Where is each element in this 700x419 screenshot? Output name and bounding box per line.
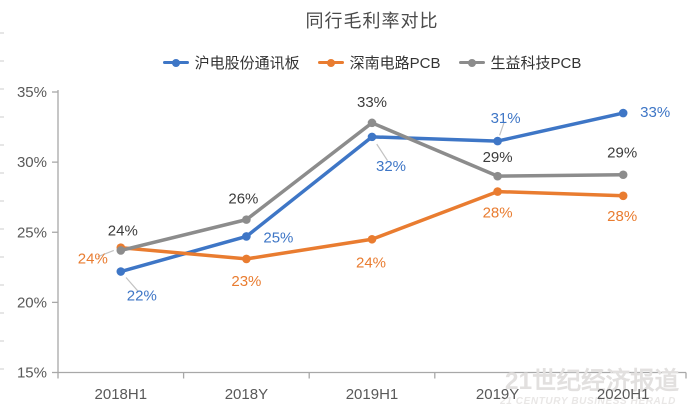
legend-line-dot-icon bbox=[162, 58, 189, 67]
data-point bbox=[367, 118, 377, 128]
y-tick-label: 20% bbox=[17, 294, 47, 311]
data-label: 33% bbox=[640, 104, 670, 121]
data-label: 33% bbox=[357, 94, 387, 111]
legend-label: 深南电路PCB bbox=[349, 55, 441, 72]
legend-line-dot-icon bbox=[317, 58, 344, 67]
x-category-label: 2020H1 bbox=[597, 386, 650, 403]
data-point bbox=[242, 232, 251, 241]
data-point bbox=[618, 191, 628, 201]
legend-label: 沪电股份通讯板 bbox=[194, 55, 300, 72]
label-leader-line bbox=[97, 249, 115, 258]
legend-item-shennan: 深南电路PCB bbox=[317, 52, 441, 73]
label-leader-line bbox=[376, 143, 389, 161]
x-category-label: 2019Y bbox=[476, 386, 519, 403]
legend-line-dot-icon bbox=[458, 58, 485, 67]
x-category-label: 2018H1 bbox=[95, 386, 148, 403]
data-label: 29% bbox=[607, 145, 637, 162]
data-point bbox=[493, 187, 502, 196]
legend-label: 生益科技PCB bbox=[490, 55, 582, 72]
series-line-2 bbox=[119, 121, 625, 253]
data-point bbox=[242, 254, 251, 264]
data-label: 28% bbox=[607, 208, 637, 225]
data-point bbox=[367, 234, 377, 244]
legend-item-shengyi: 生益科技PCB bbox=[458, 52, 582, 73]
data-point bbox=[493, 171, 502, 181]
x-category-label: 2018Y bbox=[225, 386, 268, 403]
data-point bbox=[242, 215, 251, 224]
data-point bbox=[116, 267, 126, 276]
legend-item-hudian: 沪电股份通讯板 bbox=[162, 52, 300, 73]
data-label: 26% bbox=[228, 191, 258, 208]
data-label: 25% bbox=[263, 229, 293, 246]
data-point bbox=[618, 108, 628, 118]
data-label: 29% bbox=[483, 149, 513, 166]
data-point bbox=[367, 132, 377, 142]
data-point bbox=[493, 136, 502, 146]
legend: 沪电股份通讯板 深南电路PCB 生益科技PCB bbox=[58, 52, 686, 73]
watermark-en: 21 CENTURY BUSINESS HERALD bbox=[499, 396, 676, 407]
data-label: 24% bbox=[78, 251, 108, 268]
y-tick-label: 30% bbox=[17, 154, 47, 171]
data-label: 24% bbox=[108, 222, 138, 239]
label-leader-line bbox=[125, 277, 139, 292]
data-label: 31% bbox=[491, 110, 521, 127]
y-tick-label: 35% bbox=[17, 84, 47, 101]
watermark-cn: 21世纪经济报道 bbox=[505, 366, 680, 395]
y-tick-label: 15% bbox=[17, 365, 47, 382]
data-label: 22% bbox=[127, 288, 157, 305]
data-label: 32% bbox=[376, 158, 406, 175]
x-category-label: 2019H1 bbox=[346, 386, 399, 403]
data-point bbox=[116, 246, 126, 255]
data-point bbox=[618, 170, 628, 180]
data-label: 24% bbox=[356, 254, 386, 271]
label-leader-line bbox=[499, 122, 505, 136]
data-label: 28% bbox=[483, 205, 513, 222]
data-label: 23% bbox=[231, 273, 261, 290]
chart-title: 同行毛利率对比 bbox=[305, 11, 439, 31]
y-tick-label: 25% bbox=[17, 224, 47, 241]
